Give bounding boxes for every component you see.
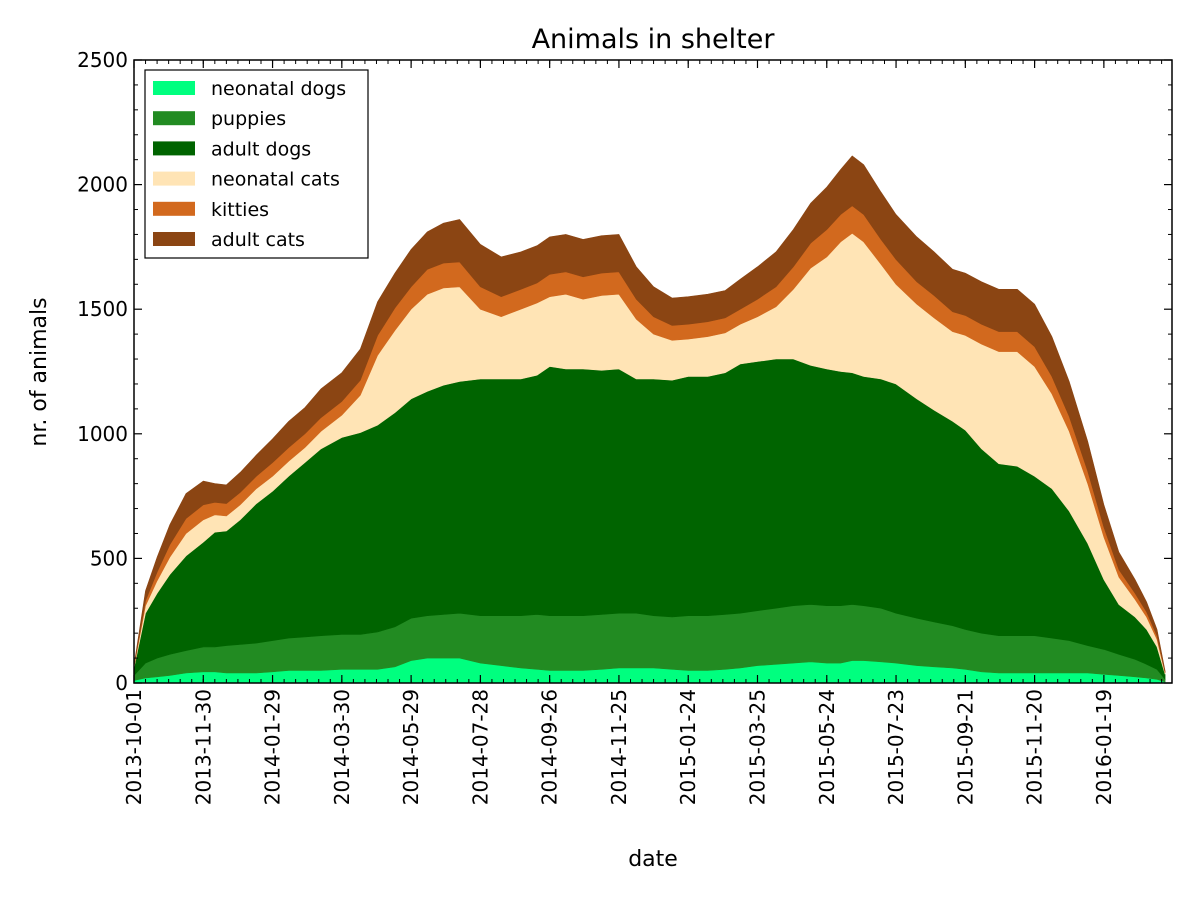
legend-label-adult-cats: adult cats <box>211 229 305 251</box>
x-axis-title: date <box>628 847 678 872</box>
legend-label-puppies: puppies <box>211 108 286 130</box>
x-tick-label: 2013-11-30 <box>191 689 215 805</box>
legend-swatch-neonatal-cats <box>153 171 195 186</box>
y-tick-label: 2000 <box>77 173 128 197</box>
x-tick-label: 2014-01-29 <box>261 689 285 805</box>
chart-title: Animals in shelter <box>532 24 776 55</box>
x-tick-label: 2014-11-25 <box>607 689 631 805</box>
legend-swatch-neonatal-dogs <box>153 81 195 95</box>
legend-swatch-adult-dogs <box>153 141 195 156</box>
legend-label-adult-dogs: adult dogs <box>211 138 311 160</box>
y-tick-label: 500 <box>90 546 128 570</box>
legend-swatch-adult-cats <box>153 232 195 246</box>
x-tick-label: 2015-09-21 <box>953 689 977 805</box>
x-tick-label: 2014-05-29 <box>399 689 423 805</box>
y-tick-label: 0 <box>115 671 128 695</box>
minor-ticks <box>134 60 1172 683</box>
x-tick-label: 2015-01-24 <box>676 689 700 805</box>
x-tick-label: 2015-05-24 <box>815 689 839 805</box>
area-adult-cats <box>133 155 1166 673</box>
x-tick-label: 2016-01-19 <box>1092 689 1116 805</box>
legend-swatch-kitties <box>153 201 195 216</box>
y-tick-label: 2500 <box>77 48 128 72</box>
x-tick-label: 2014-09-26 <box>538 689 562 805</box>
legend: neonatal dogs puppies adult dogs neonatal c… <box>144 69 369 259</box>
x-tick-label: 2014-07-28 <box>468 689 492 805</box>
x-tick-label: 2015-11-20 <box>1023 689 1047 805</box>
x-tick-label: 2015-07-23 <box>884 689 908 805</box>
x-tick-label: 2015-03-25 <box>745 689 769 805</box>
area-layers <box>133 155 1166 684</box>
x-axis: 2013-10-01 2013-11-30 2014-01-29 2014-03-30… <box>122 60 1116 805</box>
legend-label-neonatal-dogs: neonatal dogs <box>211 78 346 100</box>
legend-swatch-puppies <box>153 111 195 126</box>
legend-box <box>144 69 369 259</box>
legend-label-neonatal-cats: neonatal cats <box>211 169 340 191</box>
plot-frame <box>133 59 1173 684</box>
y-tick-label: 1000 <box>77 422 128 446</box>
y-axis-title: nr. of animals <box>27 297 52 446</box>
y-axis: 0 500 1000 1500 2000 2500 <box>77 48 1172 695</box>
y-tick-label: 1500 <box>77 297 128 321</box>
x-tick-label: 2013-10-01 <box>122 689 146 805</box>
legend-label-kitties: kitties <box>211 199 269 221</box>
x-tick-label: 2014-03-30 <box>330 689 354 805</box>
